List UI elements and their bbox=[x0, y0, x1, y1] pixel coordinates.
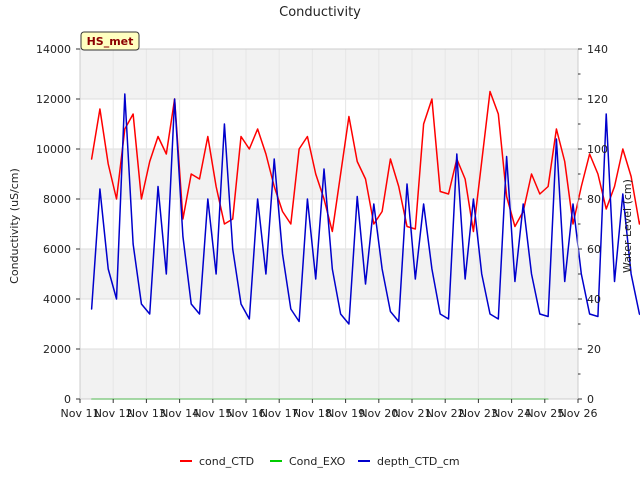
x-tick-label: Nov 23 bbox=[459, 407, 498, 420]
background-bands bbox=[80, 49, 578, 399]
y-left-tick-label: 2000 bbox=[43, 343, 71, 356]
y-left-tick-label: 8000 bbox=[43, 193, 71, 206]
band-8000 bbox=[80, 149, 578, 199]
x-tick-label: Nov 11 bbox=[61, 407, 100, 420]
y-right-tick-label: 120 bbox=[587, 93, 608, 106]
x-tick-label: Nov 14 bbox=[160, 407, 199, 420]
x-tick-label: Nov 20 bbox=[359, 407, 398, 420]
legend-label-depth_CTD_cm: depth_CTD_cm bbox=[377, 455, 460, 468]
band-4000 bbox=[80, 249, 578, 299]
x-tick-label: Nov 22 bbox=[426, 407, 465, 420]
y-left-tick-label: 14000 bbox=[36, 43, 71, 56]
y-left-tick-label: 6000 bbox=[43, 243, 71, 256]
series-line-depth_CTD_cm bbox=[90, 93, 640, 325]
y-axis-right-label: Water Level (cm) bbox=[621, 179, 634, 273]
x-tick-label: Nov 17 bbox=[260, 407, 299, 420]
x-tick-label: Nov 16 bbox=[227, 407, 266, 420]
x-tick-label: Nov 26 bbox=[559, 407, 598, 420]
station-badge: HS_met bbox=[80, 31, 140, 51]
y-left-tick-label: 0 bbox=[64, 393, 71, 406]
legend-label-Cond_EXO: Cond_EXO bbox=[289, 455, 346, 468]
x-tick-label: Nov 15 bbox=[193, 407, 232, 420]
y-axis-right-ticks: 0 20 40 60 80 100 120 140 bbox=[578, 43, 608, 406]
y-right-tick-label: 40 bbox=[587, 293, 601, 306]
y-left-tick-label: 4000 bbox=[43, 293, 71, 306]
y-right-tick-label: 140 bbox=[587, 43, 608, 56]
y-right-tick-label: 80 bbox=[587, 193, 601, 206]
y-left-tick-label: 10000 bbox=[36, 143, 71, 156]
y-right-tick-label: 100 bbox=[587, 143, 608, 156]
y-right-tick-label: 0 bbox=[587, 393, 594, 406]
station-badge-text: HS_met bbox=[87, 35, 134, 48]
y-right-tick-label: 60 bbox=[587, 243, 601, 256]
series-layer bbox=[90, 90, 640, 400]
y-right-tick-label: 20 bbox=[587, 343, 601, 356]
station-badge-box bbox=[80, 31, 140, 51]
x-tick-label: Nov 13 bbox=[127, 407, 166, 420]
x-tick-label: Nov 21 bbox=[393, 407, 432, 420]
y-axis-left-ticks: 0 2000 4000 6000 8000 10000 12000 14000 bbox=[36, 43, 80, 406]
legend-label-cond_CTD: cond_CTD bbox=[199, 455, 254, 468]
series-line-cond_CTD bbox=[90, 90, 640, 233]
band-12000 bbox=[80, 49, 578, 99]
x-tick-label: Nov 19 bbox=[326, 407, 365, 420]
y-left-tick-label: 12000 bbox=[36, 93, 71, 106]
legend: cond_CTD Cond_EXO depth_CTD_cm bbox=[180, 455, 460, 468]
x-tick-label: Nov 25 bbox=[525, 407, 564, 420]
x-tick-label: Nov 12 bbox=[94, 407, 133, 420]
y-axis-left-label: Conductivity (uS/cm) bbox=[8, 168, 21, 284]
x-tick-label: Nov 18 bbox=[293, 407, 332, 420]
band-0 bbox=[80, 349, 578, 399]
x-tick-label: Nov 24 bbox=[492, 407, 531, 420]
chart-title: Conductivity bbox=[279, 5, 361, 20]
